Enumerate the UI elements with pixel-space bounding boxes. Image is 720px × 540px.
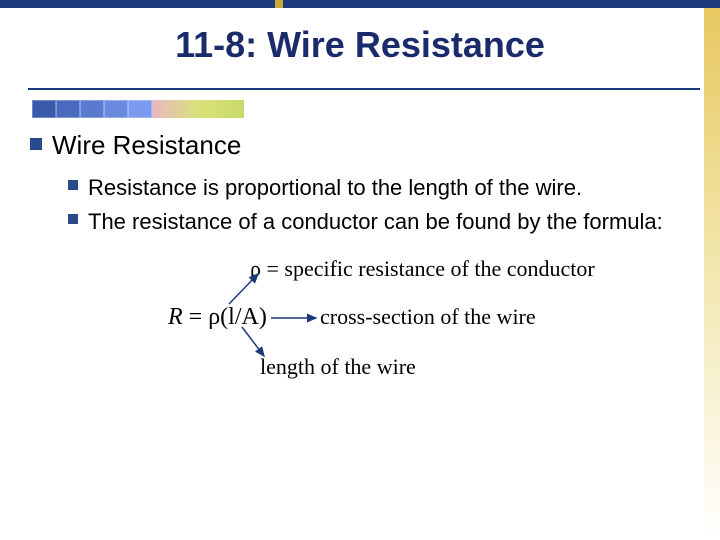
bullet-icon: [68, 214, 78, 224]
separator-line: [28, 88, 700, 90]
bullet-text: Resistance is proportional to the length…: [88, 173, 582, 203]
accent-square: [32, 100, 56, 118]
level2-bullet: The resistance of a conductor can be fou…: [68, 207, 690, 237]
bullet-icon: [30, 138, 42, 150]
gradient-bar: [152, 100, 244, 118]
formula-R: R: [168, 304, 183, 330]
top-accent-bar: [0, 0, 720, 8]
section-heading: Wire Resistance: [52, 130, 241, 161]
annotation-arrows: [30, 256, 690, 436]
level2-bullet: Resistance is proportional to the length…: [68, 173, 690, 203]
label-length: length of the wire: [260, 354, 416, 380]
formula: R = ρ(l/A): [168, 304, 267, 331]
accent-square: [56, 100, 80, 118]
accent-squares: [32, 100, 152, 118]
accent-square: [104, 100, 128, 118]
slide-title: 11-8: Wire Resistance: [0, 0, 720, 66]
bullet-text: The resistance of a conductor can be fou…: [88, 207, 663, 237]
content-area: Wire Resistance Resistance is proportion…: [30, 130, 690, 436]
formula-area: ρ = specific resistance of the conductor…: [30, 256, 690, 436]
level1-bullet: Wire Resistance: [30, 130, 690, 161]
accent-square: [80, 100, 104, 118]
label-rho: ρ = specific resistance of the conductor: [250, 256, 595, 282]
accent-square: [128, 100, 152, 118]
label-cross-section: cross-section of the wire: [320, 304, 536, 330]
formula-body: = ρ(l/A): [183, 304, 267, 330]
right-gradient-bar: [704, 8, 720, 540]
bullet-icon: [68, 180, 78, 190]
